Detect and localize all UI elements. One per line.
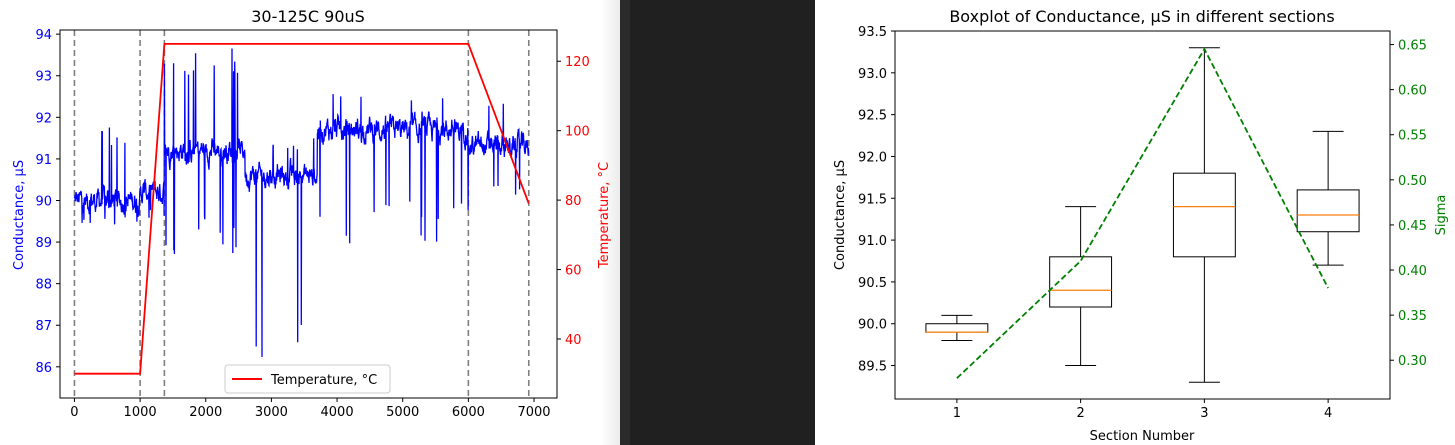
sigma-series-line xyxy=(956,47,1329,379)
panel-gap-edge xyxy=(620,0,630,445)
y2-tick-label: 0.60 xyxy=(1398,84,1427,99)
y-tick-label: 93 xyxy=(35,70,52,85)
y-tick-label: 92.5 xyxy=(858,109,887,124)
x-tick-label: 6000 xyxy=(452,405,485,420)
right-chart-title: Boxplot of Conductance, µS in different … xyxy=(949,7,1334,26)
y2-tick-label: 0.45 xyxy=(1398,219,1427,234)
right-plot-frame xyxy=(894,30,1391,400)
x-tick-label: 1000 xyxy=(124,405,157,420)
y-tick-label: 90 xyxy=(35,194,52,209)
x-tick-label: 4 xyxy=(1324,406,1332,421)
y-tick-label: 93.5 xyxy=(858,25,887,40)
right-y-axis-label: Conductance, µS xyxy=(833,160,848,270)
x-tick-label: 5000 xyxy=(386,405,419,420)
x-tick-label: 3000 xyxy=(255,405,288,420)
y2-tick-label: 80 xyxy=(565,194,582,209)
panel-gap xyxy=(620,0,815,445)
right-plot-area: 1 2 3 4 89.5 90.0 90.5 91.0 91.5 92.0 92.5 93.0 93.5… xyxy=(858,25,1427,421)
x-tick-label: 3 xyxy=(1200,406,1208,421)
panel-gap-shadow xyxy=(600,0,620,445)
box-iqr xyxy=(1296,189,1360,233)
y2-tick-label: 120 xyxy=(565,55,590,70)
y-tick-label: 91 xyxy=(35,153,52,168)
y2-tick-label: 60 xyxy=(565,264,582,279)
y2-tick-label: 100 xyxy=(565,125,590,140)
y2-tick-label: 0.30 xyxy=(1398,354,1427,369)
boxplot-chart: Boxplot of Conductance, µS in different … xyxy=(833,7,1449,444)
conductance-series-line xyxy=(73,48,530,358)
y2-tick-label: 0.55 xyxy=(1398,129,1427,144)
y2-tick-label: 0.35 xyxy=(1398,309,1427,324)
y2-tick-label: 0.40 xyxy=(1398,264,1427,279)
y-tick-label: 92.0 xyxy=(858,150,887,165)
y-tick-label: 89 xyxy=(35,236,52,251)
y-tick-label: 86 xyxy=(35,361,52,376)
right-y2-axis-label: Sigma xyxy=(1434,195,1449,236)
box-iqr xyxy=(1172,172,1236,258)
left-y2-axis-label: Temperature, °C xyxy=(597,162,612,269)
x-tick-label: 7000 xyxy=(517,405,550,420)
y2-tick-label: 0.65 xyxy=(1398,39,1427,54)
y-tick-label: 91.0 xyxy=(858,234,887,249)
right-x-axis-label: Section Number xyxy=(1090,429,1195,444)
y-tick-label: 92 xyxy=(35,111,52,126)
x-tick-label: 1 xyxy=(953,406,961,421)
legend-box xyxy=(224,364,391,394)
left-plot-frame xyxy=(59,29,558,399)
y-tick-label: 90.5 xyxy=(858,276,887,291)
left-plot-area: 0 1000 2000 3000 4000 5000 6000 7000 86 87 88 89 90 9… xyxy=(35,28,589,420)
y-tick-label: 89.5 xyxy=(858,360,887,375)
y-tick-label: 88 xyxy=(35,278,52,293)
y-tick-label: 87 xyxy=(35,319,52,334)
left-y-axis-label: Conductance, µS xyxy=(12,160,27,270)
box-iqr xyxy=(1049,256,1113,308)
x-tick-label: 2 xyxy=(1076,406,1084,421)
x-tick-label: 4000 xyxy=(321,405,354,420)
y-tick-label: 94 xyxy=(35,28,52,43)
legend-label-temperature: Temperature, °C xyxy=(270,373,377,388)
temperature-series-line xyxy=(74,42,530,375)
legend: Temperature, °C xyxy=(224,364,391,394)
box-iqr xyxy=(925,323,989,333)
x-tick-label: 0 xyxy=(70,405,78,420)
x-tick-label: 2000 xyxy=(189,405,222,420)
timeseries-chart: 30-125C 90uS 0 1000 2000 3000 4000 5000 6000 70… xyxy=(12,7,612,420)
y2-tick-label: 40 xyxy=(565,333,582,348)
left-chart-title: 30-125C 90uS xyxy=(251,7,365,26)
y-tick-label: 90.0 xyxy=(858,318,887,333)
y-tick-label: 93.0 xyxy=(858,67,887,82)
y2-tick-label: 0.50 xyxy=(1398,174,1427,189)
y-tick-label: 91.5 xyxy=(858,192,887,207)
